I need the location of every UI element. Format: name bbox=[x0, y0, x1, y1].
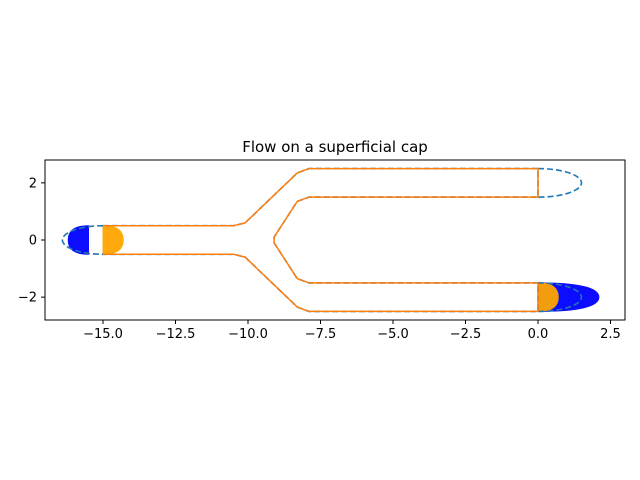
x-tick-label: 0.0 bbox=[528, 327, 549, 342]
end-cap-2 bbox=[61, 224, 104, 256]
x-axis: −15.0 −12.5 −10.0 −7.5 −5.0 −2.5 0.0 2.5 bbox=[83, 320, 621, 342]
y-tick-label: −2 bbox=[18, 291, 37, 306]
x-tick-label: 2.5 bbox=[600, 327, 621, 342]
flow-profile-right-inflow bbox=[537, 282, 559, 312]
x-tick-label: −5.0 bbox=[377, 327, 409, 342]
y-axis: 2 0 −2 bbox=[18, 176, 45, 306]
x-tick-label: −2.5 bbox=[450, 327, 482, 342]
y-tick-label: 0 bbox=[29, 234, 37, 249]
chart-title: Flow on a superficial cap bbox=[242, 138, 428, 156]
y-tick-label: 2 bbox=[29, 176, 37, 191]
series-line-dashed bbox=[103, 167, 539, 313]
flow-profile-left-inflow bbox=[102, 225, 124, 255]
x-tick-label: −12.5 bbox=[156, 327, 196, 342]
plot-area bbox=[61, 167, 600, 313]
x-tick-label: −10.0 bbox=[228, 327, 268, 342]
flow-profile-left-outflow bbox=[67, 225, 89, 255]
end-cap-1 bbox=[537, 282, 583, 313]
x-tick-label: −15.0 bbox=[83, 327, 123, 342]
series-line-solid bbox=[103, 167, 539, 313]
x-tick-label: −7.5 bbox=[305, 327, 337, 342]
end-cap-0 bbox=[537, 167, 583, 198]
